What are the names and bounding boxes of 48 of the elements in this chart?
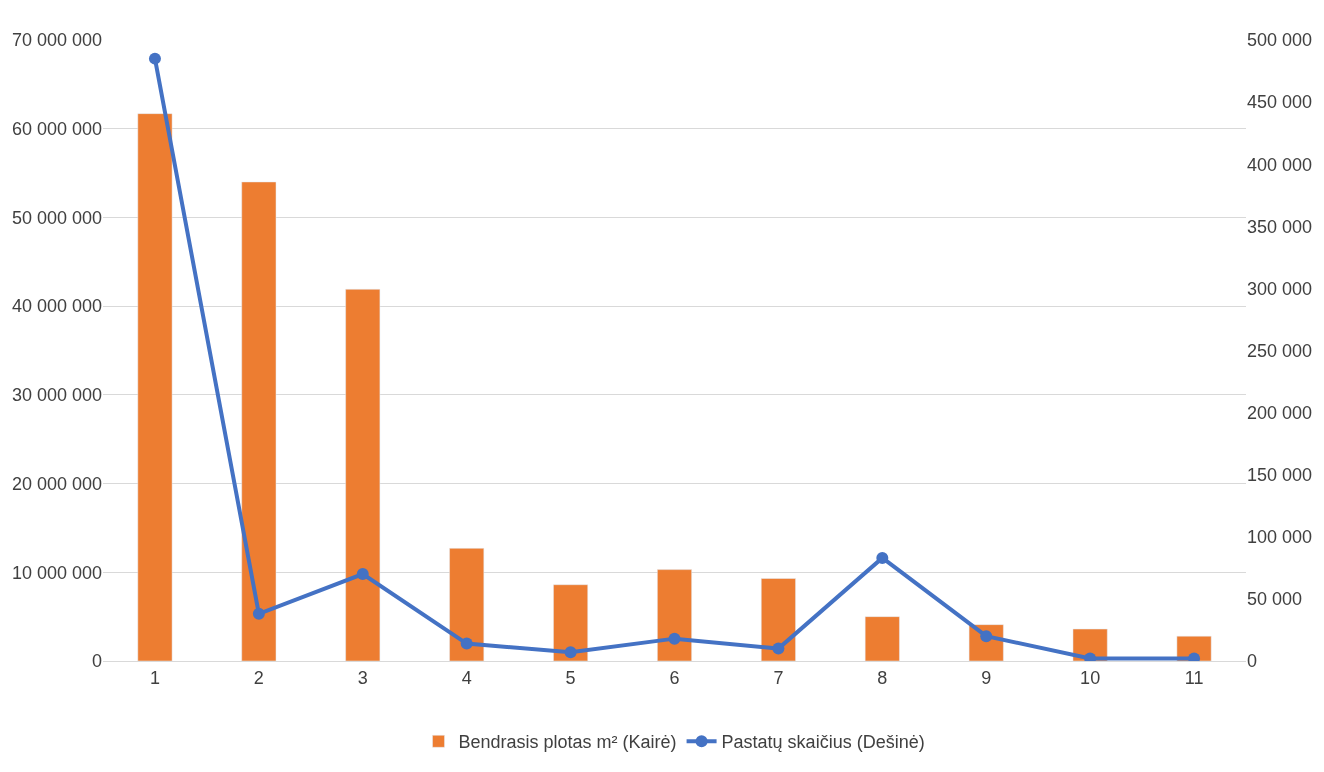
point: [148, 52, 161, 65]
y2-tick-label: 450 000: [1247, 92, 1313, 113]
bar: [241, 181, 277, 661]
y-tick-label: 50 000 000: [11, 207, 102, 228]
point: [564, 646, 577, 659]
bar: [345, 289, 381, 661]
point: [876, 551, 889, 564]
x-tick-label: 9: [981, 667, 992, 688]
bar: [657, 569, 692, 661]
point: [772, 642, 785, 655]
bar: [864, 616, 900, 661]
x-tick-label: 4: [461, 667, 472, 688]
x-tick-label: 11: [1184, 667, 1204, 688]
y-tick-label: 60 000 000: [11, 119, 102, 140]
x-tick-label: 3: [357, 667, 368, 688]
y2-tick-label: 250 000: [1247, 340, 1313, 361]
y2-tick-label: 100 000: [1247, 527, 1313, 548]
legend-label: Bendrasis plotas m² (Kairė): [458, 732, 677, 753]
y-tick-label: 30 000 000: [11, 385, 102, 406]
x-tick-label: 8: [877, 667, 888, 688]
y-tick-label: 10 000 000: [11, 562, 102, 583]
bar: [553, 584, 588, 661]
y-tick-label: 0: [91, 651, 102, 672]
y2-tick-label: 400 000: [1247, 154, 1313, 175]
y-tick-label: 20 000 000: [11, 473, 102, 494]
y-tick-label: 40 000 000: [11, 296, 102, 317]
x-tick-label: 5: [565, 667, 576, 688]
bar: [137, 113, 173, 661]
y-tick-label: 70 000 000: [11, 30, 102, 51]
y2-tick-label: 200 000: [1247, 402, 1313, 423]
x-tick-label: 2: [253, 667, 264, 688]
bar: [449, 548, 485, 661]
legend-label: Pastatų skaičius (Dešinė): [721, 732, 925, 753]
point: [460, 637, 473, 650]
y2-tick-label: 150 000: [1247, 465, 1313, 485]
y2-tick-label: 50 000: [1247, 589, 1303, 610]
point: [356, 568, 369, 581]
point: [252, 607, 265, 620]
x-tick-label: 1: [149, 667, 160, 688]
bar: [761, 578, 796, 661]
x-tick-label: 10: [1080, 667, 1101, 688]
x-tick-label: 7: [773, 667, 784, 688]
y2-tick-label: 350 000: [1247, 216, 1313, 237]
y2-tick-label: 300 000: [1247, 278, 1313, 299]
y2-tick-label: 500 000: [1247, 30, 1313, 51]
y2-tick-label: 0: [1247, 651, 1258, 672]
x-tick-label: 6: [669, 667, 680, 688]
point: [668, 632, 681, 645]
